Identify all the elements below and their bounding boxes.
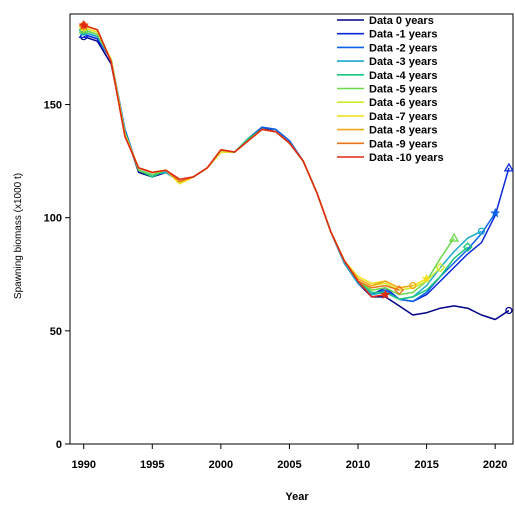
x-axis: 1990 1995 2000 2005 2010 2015 2020 — [71, 444, 507, 471]
series-marker — [505, 306, 513, 315]
legend-label: Data -5 years — [369, 84, 438, 96]
series-marker — [462, 242, 473, 253]
y-tick-label: 0 — [56, 439, 62, 451]
legend-label: Data -2 years — [369, 42, 438, 54]
x-tick-label: 2000 — [209, 459, 233, 471]
series-marker — [477, 227, 486, 235]
series-marker — [490, 207, 501, 218]
legend-label: Data -1 years — [369, 29, 438, 41]
x-tick-label: 2020 — [483, 459, 507, 471]
series-layer — [78, 19, 515, 321]
legend-label: Data 0 years — [369, 15, 434, 27]
y-axis-label: Spawning biomass (x1000 t) — [13, 173, 24, 299]
series-group — [78, 19, 391, 299]
x-axis-label: Year — [285, 491, 309, 503]
x-tick-label: 2005 — [277, 459, 301, 471]
y-tick-label: 100 — [44, 213, 62, 225]
series-marker — [435, 262, 446, 273]
series-marker — [421, 273, 432, 284]
y-axis: 0 50 100 150 — [44, 100, 70, 451]
x-tick-label: 1990 — [71, 459, 95, 471]
legend-label: Data -9 years — [369, 138, 438, 150]
legend-label: Data -7 years — [369, 111, 438, 123]
series-marker — [394, 285, 405, 296]
series-group — [78, 29, 515, 303]
y-tick-label: 50 — [50, 326, 62, 338]
series-line — [83, 24, 386, 298]
x-tick-label: 1995 — [140, 459, 164, 471]
series-group — [78, 26, 501, 303]
series-group — [80, 21, 417, 290]
series-marker — [409, 281, 417, 290]
legend-label: Data -8 years — [369, 125, 438, 137]
plot-frame — [69, 13, 514, 445]
y-tick-label: 150 — [44, 100, 62, 112]
x-tick-label: 2010 — [346, 459, 370, 471]
legend-label: Data -3 years — [369, 56, 438, 68]
legend-label: Data -10 years — [369, 152, 444, 164]
series-marker — [78, 19, 89, 30]
series-marker — [380, 289, 391, 299]
x-tick-label: 2015 — [414, 459, 438, 471]
legend-label: Data -6 years — [369, 97, 438, 109]
legend-label: Data -4 years — [369, 70, 438, 82]
series-marker — [448, 232, 460, 242]
series-group — [80, 32, 513, 321]
series-marker — [503, 162, 515, 172]
